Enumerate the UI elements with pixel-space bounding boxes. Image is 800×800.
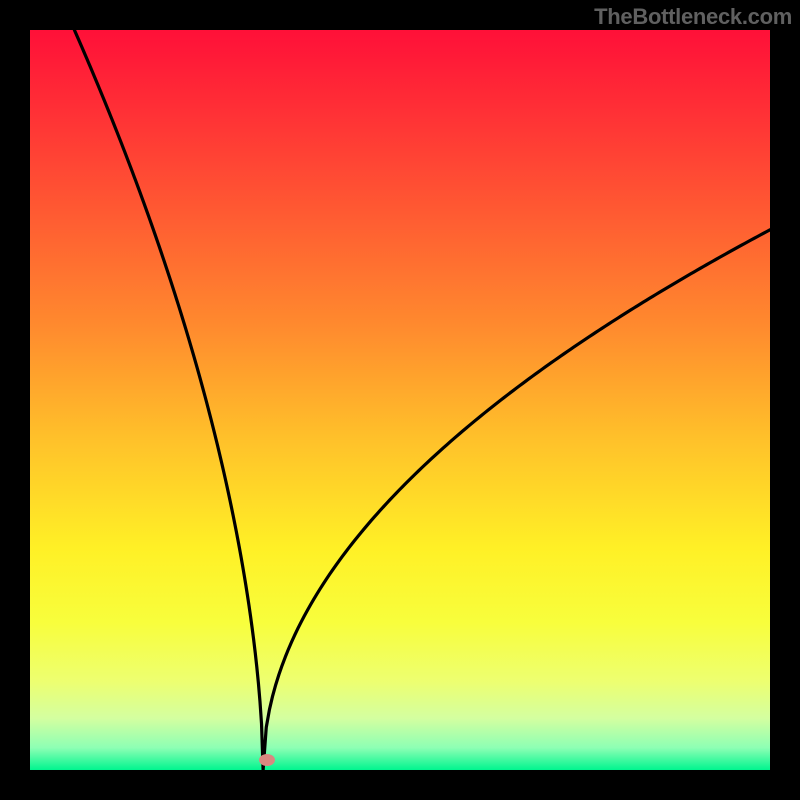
- attribution-text: TheBottleneck.com: [594, 4, 792, 30]
- chart-frame: TheBottleneck.com: [0, 0, 800, 800]
- optimum-marker: [259, 754, 275, 766]
- plot-area: [30, 30, 770, 770]
- bottleneck-curve: [30, 30, 770, 770]
